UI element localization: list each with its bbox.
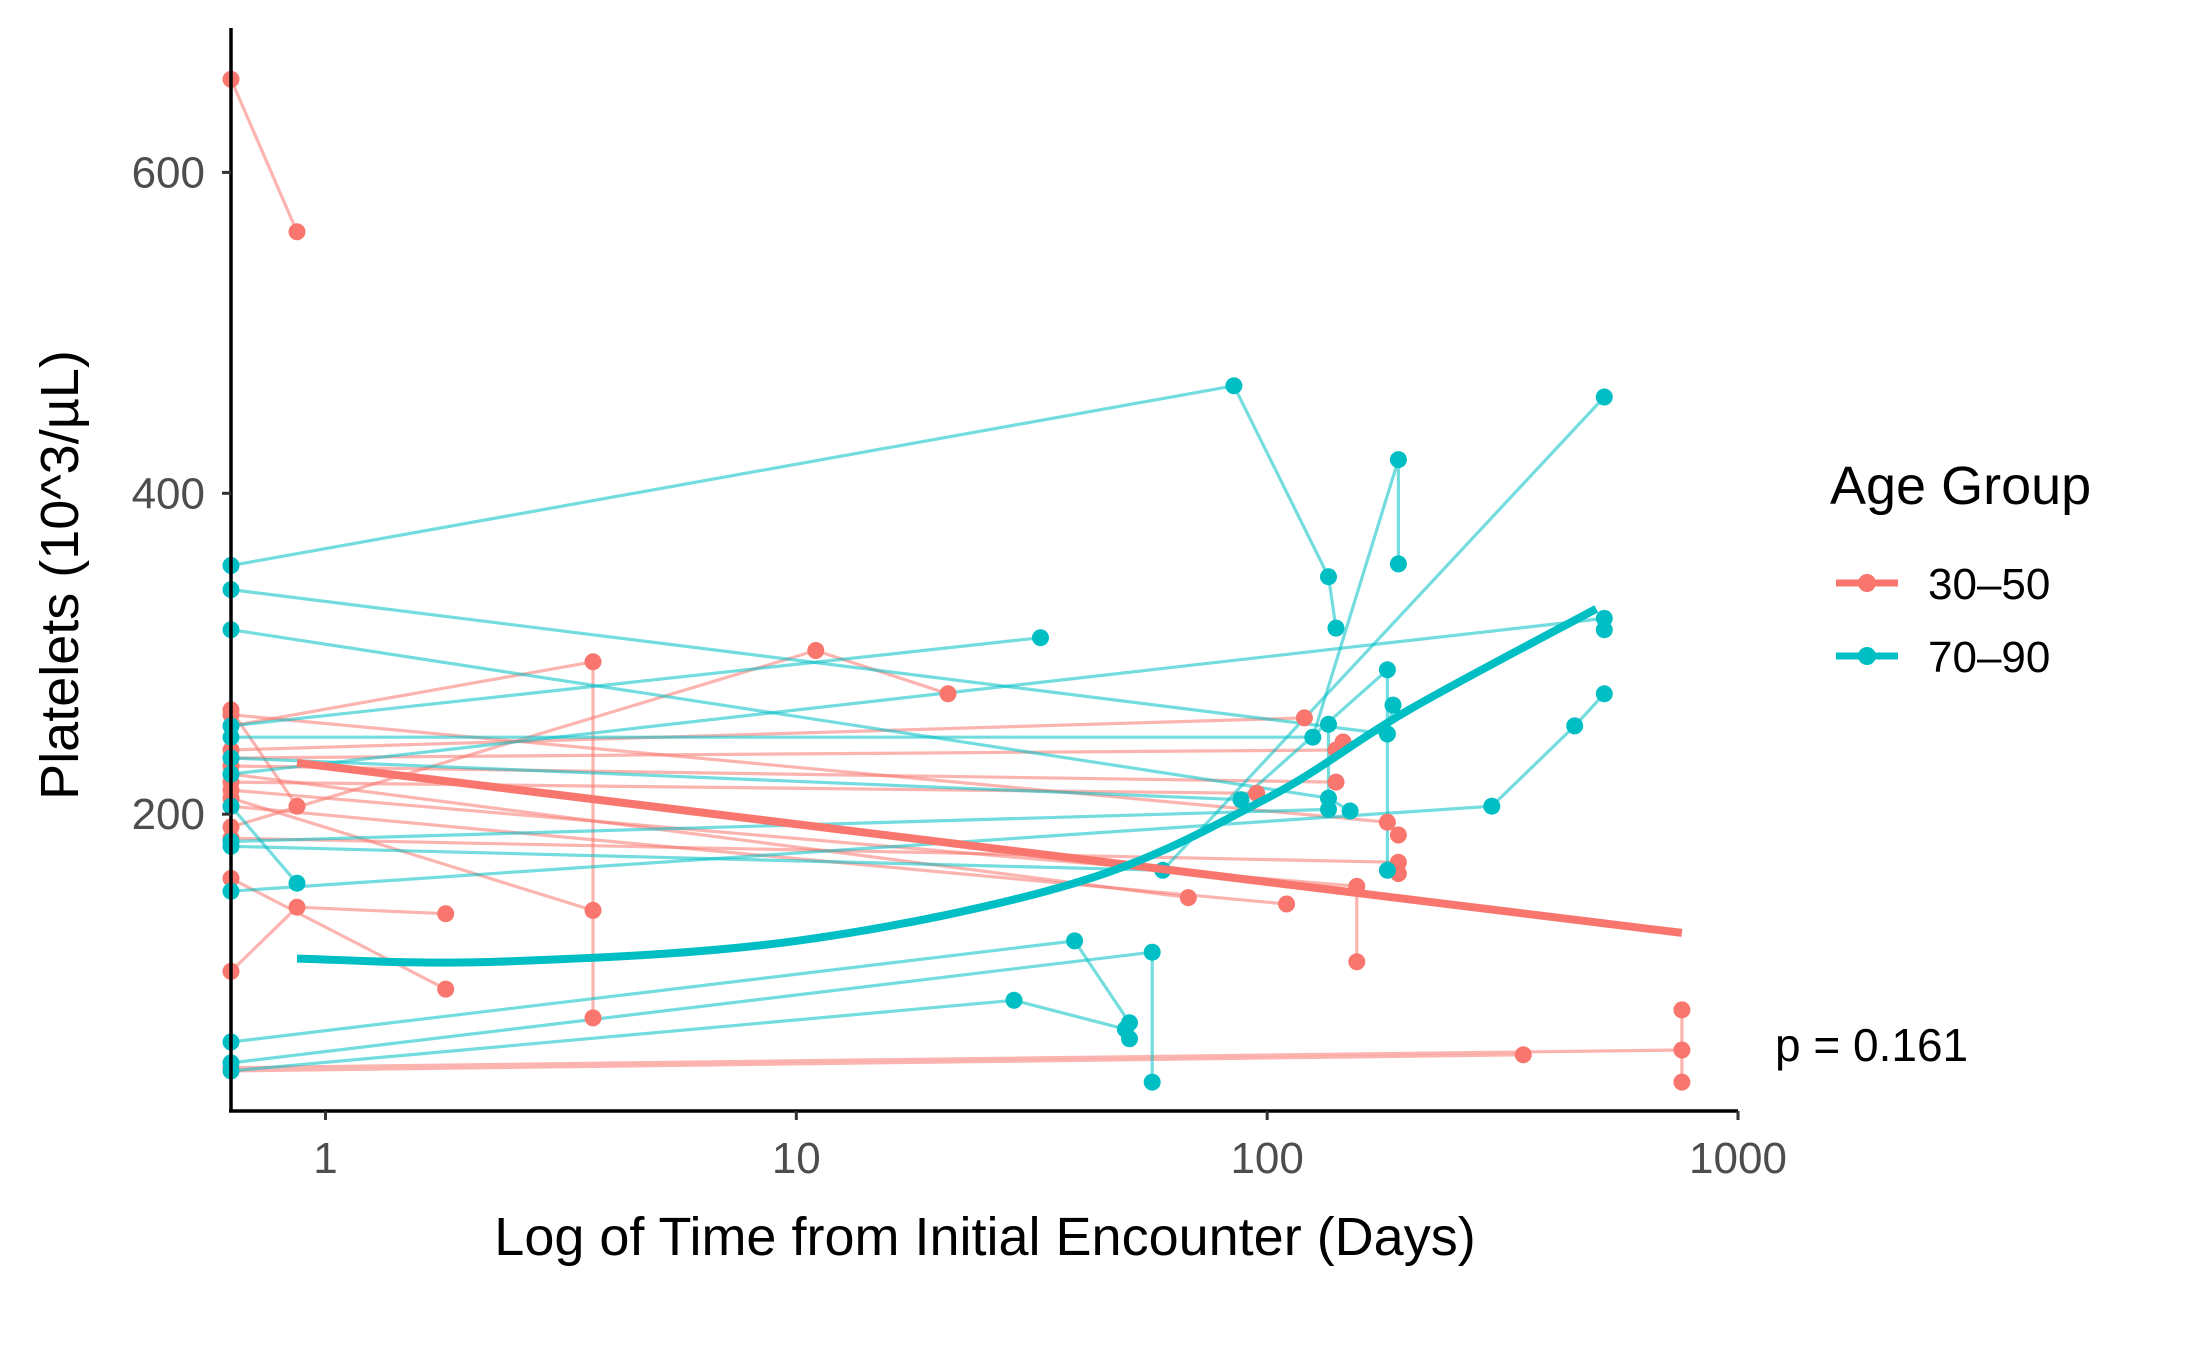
y-axis-title: Platelets (10^3/µL)	[30, 350, 90, 800]
legend-entries: 30–50 70–90	[1836, 560, 2050, 682]
trajectory-line	[230, 764, 1337, 784]
trend-line-2	[296, 605, 1599, 967]
data-point	[1066, 932, 1084, 950]
trend-line-1	[296, 758, 1683, 937]
data-point	[1595, 621, 1613, 639]
data-point	[1320, 800, 1337, 818]
data-point	[584, 1009, 602, 1027]
trajectory-lines	[229, 78, 1684, 1083]
data-point	[1384, 696, 1402, 714]
x-tick-label: 10	[772, 1134, 821, 1183]
y-ticks: 200 400 600	[132, 148, 231, 839]
trajectory-line	[230, 772, 1189, 900]
trajectory-line	[230, 716, 1305, 752]
legend-label: 70–90	[1928, 633, 2050, 682]
data-point	[1116, 1020, 1134, 1038]
data-point	[1595, 685, 1613, 703]
data-point	[1389, 451, 1407, 469]
data-point	[1005, 991, 1023, 1009]
trajectory-line	[230, 1008, 1684, 1083]
data-point	[1327, 773, 1345, 791]
data-point	[1348, 953, 1366, 971]
data-point	[1673, 1001, 1691, 1019]
data-point	[1032, 629, 1049, 647]
trajectory-line	[230, 836, 1401, 874]
data-point	[288, 874, 306, 892]
data-point	[1341, 802, 1359, 820]
data-point	[584, 901, 602, 919]
y-tick-label: 400	[132, 469, 205, 518]
data-point	[1514, 1046, 1532, 1064]
data-point	[1179, 889, 1197, 907]
data-point	[1143, 1073, 1161, 1091]
data-point	[1595, 388, 1613, 406]
trajectory-line	[229, 805, 299, 885]
trajectory-line	[231, 458, 1401, 739]
x-ticks: 1 10 100 1000	[313, 1111, 1787, 1183]
data-point	[584, 653, 602, 671]
data-point	[288, 898, 306, 916]
plot-area	[222, 70, 1691, 1091]
data-point	[288, 797, 306, 815]
data-point	[1320, 715, 1337, 733]
data-point	[437, 905, 455, 923]
trajectory-line	[229, 78, 299, 233]
y-tick-label: 600	[132, 148, 205, 197]
trajectory-line	[230, 1053, 1524, 1073]
data-point	[437, 980, 455, 998]
trajectory-line	[230, 692, 1606, 893]
p-value-annotation: p = 0.161	[1775, 1019, 1968, 1071]
x-tick-label: 1000	[1689, 1134, 1787, 1183]
data-point	[939, 685, 957, 703]
trajectory-line	[230, 876, 447, 991]
data-point	[1378, 813, 1396, 831]
legend: Age Group 30–50 70–90	[1830, 456, 2091, 682]
trajectory-line	[230, 384, 1338, 629]
data-point	[288, 223, 306, 241]
data-point	[1143, 943, 1161, 961]
data-point	[1295, 709, 1313, 727]
data-point	[1378, 861, 1396, 879]
data-point	[1483, 797, 1501, 815]
legend-title: Age Group	[1830, 456, 2091, 516]
legend-key-point	[1858, 647, 1876, 665]
data-point	[1389, 826, 1407, 844]
trajectory-line	[230, 796, 594, 912]
data-point	[1278, 895, 1296, 913]
trajectory-line	[230, 780, 1257, 795]
data-point	[1232, 791, 1250, 809]
x-tick-label: 100	[1230, 1134, 1303, 1183]
data-point	[1673, 1073, 1691, 1091]
y-tick-label: 200	[132, 790, 205, 839]
data-point	[1378, 661, 1396, 679]
legend-key-point	[1858, 574, 1876, 592]
data-point	[1304, 728, 1322, 746]
trajectory-line	[230, 636, 1041, 728]
data-point	[807, 642, 825, 659]
data-point	[1389, 555, 1407, 573]
data-points	[222, 70, 1691, 1091]
legend-label: 30–50	[1928, 560, 2050, 609]
trend-lines	[296, 605, 1683, 967]
data-point	[1225, 377, 1243, 395]
trajectory-line	[230, 616, 1606, 776]
x-axis-title: Log of Time from Initial Encounter (Days…	[494, 1207, 1475, 1267]
x-tick-label: 1	[313, 1134, 337, 1183]
data-point	[1327, 619, 1345, 637]
data-point	[1320, 568, 1337, 586]
data-point	[1673, 1041, 1691, 1059]
data-point	[1566, 717, 1584, 735]
